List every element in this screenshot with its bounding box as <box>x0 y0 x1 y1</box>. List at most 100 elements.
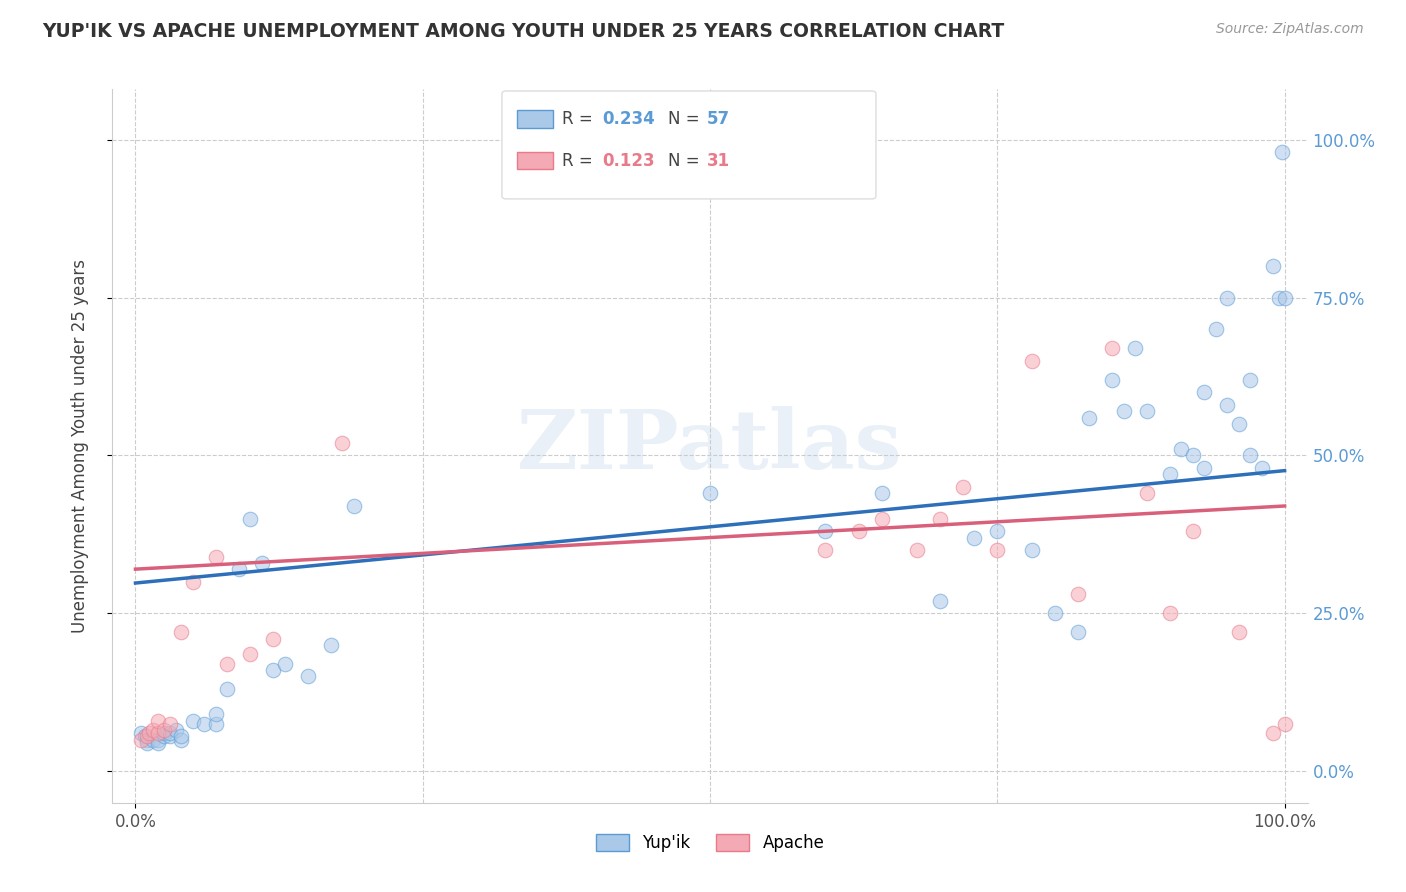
Y-axis label: Unemployment Among Youth under 25 years: Unemployment Among Youth under 25 years <box>70 259 89 633</box>
Point <box>1227 625 1250 640</box>
Point <box>142 732 165 747</box>
Point <box>1159 607 1181 621</box>
Point <box>205 549 228 564</box>
Point <box>1159 467 1181 482</box>
Point <box>159 726 181 740</box>
Point <box>928 593 950 607</box>
Point <box>872 486 894 500</box>
Text: YUP'IK VS APACHE UNEMPLOYMENT AMONG YOUTH UNDER 25 YEARS CORRELATION CHART: YUP'IK VS APACHE UNEMPLOYMENT AMONG YOUT… <box>42 22 1004 41</box>
Point <box>986 524 1008 539</box>
Point <box>814 543 837 558</box>
Point <box>217 682 239 697</box>
Point <box>1271 145 1294 160</box>
Point <box>297 669 319 683</box>
Point <box>1170 442 1192 457</box>
Point <box>1101 373 1123 387</box>
Point <box>138 726 160 740</box>
Point <box>1227 417 1250 431</box>
Point <box>159 730 181 744</box>
Text: R =: R = <box>562 110 599 128</box>
Point <box>1101 341 1123 355</box>
Text: ZIPatlas: ZIPatlas <box>517 406 903 486</box>
Point <box>848 524 870 539</box>
Text: Source: ZipAtlas.com: Source: ZipAtlas.com <box>1216 22 1364 37</box>
Point <box>1067 625 1090 640</box>
Point <box>1274 717 1296 731</box>
Point <box>181 714 204 728</box>
Point <box>1123 341 1146 355</box>
Point <box>1181 524 1204 539</box>
Text: 0.123: 0.123 <box>602 152 654 169</box>
Point <box>262 663 284 677</box>
Point <box>136 732 159 747</box>
Point <box>153 723 176 738</box>
Text: N =: N = <box>668 110 704 128</box>
Point <box>1043 607 1066 621</box>
Point <box>1239 449 1261 463</box>
Point <box>1112 404 1135 418</box>
Point <box>134 730 156 744</box>
Point <box>142 723 165 738</box>
Point <box>1274 291 1296 305</box>
Point <box>170 730 193 744</box>
Point <box>205 707 228 722</box>
Point <box>1192 385 1215 400</box>
Point <box>1021 353 1043 368</box>
Point <box>1181 449 1204 463</box>
Point <box>205 717 228 731</box>
Point <box>148 714 170 728</box>
Point <box>330 435 353 450</box>
Point <box>239 511 262 525</box>
Point <box>239 648 262 662</box>
Point <box>1136 486 1159 500</box>
Point <box>274 657 297 671</box>
Point <box>170 625 193 640</box>
Point <box>1216 291 1239 305</box>
Point <box>1261 259 1284 273</box>
Point <box>905 543 928 558</box>
Point <box>170 732 193 747</box>
Point <box>153 730 176 744</box>
Point <box>699 486 721 500</box>
Point <box>136 730 159 744</box>
Point <box>928 511 950 525</box>
Point <box>1067 587 1090 601</box>
Point <box>1261 726 1284 740</box>
Point <box>148 726 170 740</box>
Point <box>1192 461 1215 475</box>
Point <box>986 543 1008 558</box>
Point <box>1268 291 1291 305</box>
Point <box>159 717 181 731</box>
Point <box>1205 322 1227 336</box>
Point <box>952 480 974 494</box>
Text: R =: R = <box>562 152 599 169</box>
Point <box>136 736 159 750</box>
Text: N =: N = <box>668 152 704 169</box>
Point <box>193 717 215 731</box>
Point <box>217 657 239 671</box>
Point <box>1239 373 1261 387</box>
Text: 31: 31 <box>707 152 730 169</box>
Point <box>1021 543 1043 558</box>
Point <box>319 638 342 652</box>
Point <box>181 574 204 589</box>
Point <box>343 499 366 513</box>
Point <box>814 524 837 539</box>
Point <box>872 511 894 525</box>
Point <box>262 632 284 646</box>
Text: 0.234: 0.234 <box>602 110 655 128</box>
Point <box>129 732 152 747</box>
Point <box>228 562 250 576</box>
Point <box>165 723 187 738</box>
Point <box>1216 398 1239 412</box>
Point <box>148 736 170 750</box>
Point <box>153 726 176 740</box>
Text: 57: 57 <box>707 110 730 128</box>
Point <box>963 531 986 545</box>
Point <box>129 726 152 740</box>
Point <box>1250 461 1272 475</box>
Point <box>148 732 170 747</box>
Point <box>250 556 273 570</box>
Legend: Yup'ik, Apache: Yup'ik, Apache <box>589 827 831 859</box>
Point <box>1136 404 1159 418</box>
